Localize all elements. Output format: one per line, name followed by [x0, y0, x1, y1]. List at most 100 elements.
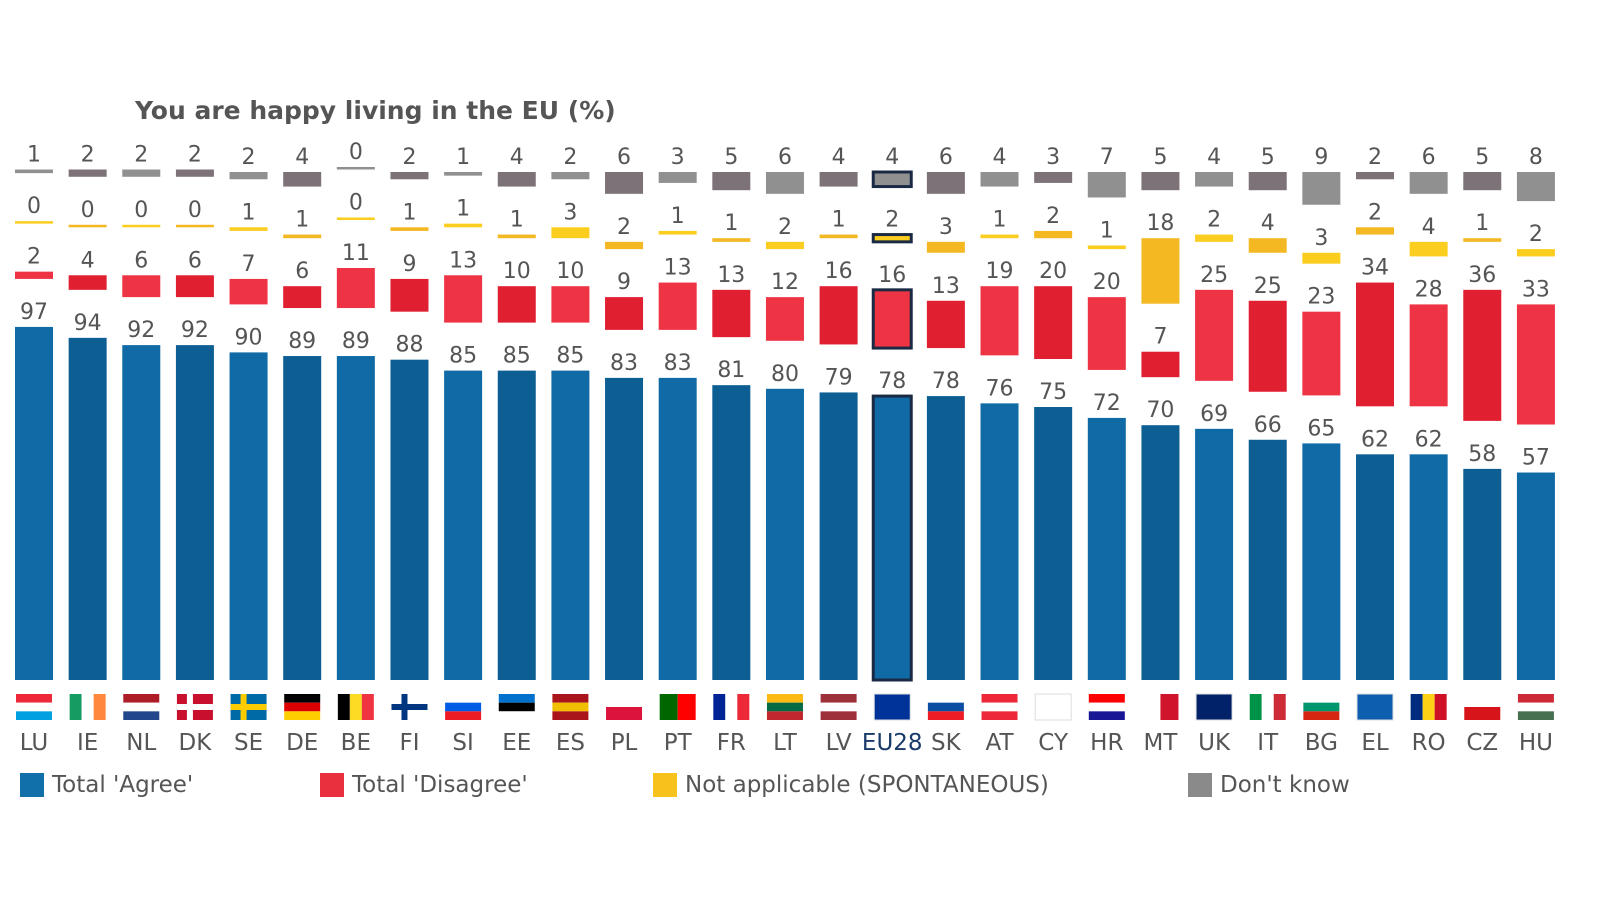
flag-icon-fr: [713, 694, 750, 720]
data-label: 33: [1522, 277, 1550, 302]
bar-disagree: [444, 275, 483, 323]
data-label: 5: [724, 145, 738, 170]
data-label: 5: [1261, 145, 1275, 170]
category-label: DE: [286, 730, 318, 756]
flag-icon-nl: [123, 694, 160, 720]
bar-dont-know: [497, 172, 536, 187]
legend-item-dont-know: Don't know: [1188, 772, 1350, 798]
data-label: 4: [510, 145, 524, 170]
data-label: 70: [1146, 398, 1174, 423]
bar-agree: [605, 377, 644, 680]
legend-label: Total 'Disagree': [352, 772, 528, 798]
data-label: 7: [242, 252, 256, 277]
bar-disagree: [980, 286, 1019, 356]
bar-disagree: [1356, 282, 1394, 407]
bar-not-applicable: [1516, 249, 1555, 257]
bar-agree: [1087, 417, 1126, 680]
flag-icon-pl: [606, 694, 643, 720]
flag-icon-el: [1356, 693, 1394, 721]
bar-agree: [1248, 439, 1287, 680]
bar-dont-know: [1141, 172, 1180, 191]
data-label: 76: [986, 376, 1014, 401]
data-label: 6: [134, 248, 148, 273]
bar-agree: [658, 377, 697, 680]
bar-disagree: [1034, 286, 1073, 359]
bar-not-applicable: [1302, 252, 1341, 264]
data-label: 13: [449, 248, 477, 273]
bar-not-applicable: [1248, 238, 1287, 253]
data-label: 1: [1475, 211, 1489, 236]
bar-disagree: [229, 278, 268, 305]
data-label: 2: [1368, 145, 1382, 170]
bar-not-applicable: [1141, 238, 1180, 304]
bar-dont-know: [1409, 172, 1448, 194]
category-label: LV: [826, 730, 852, 756]
legend-swatch: [20, 773, 44, 797]
flag-icon-mt: [1142, 694, 1179, 720]
data-label: 1: [402, 200, 416, 225]
data-label: 58: [1468, 442, 1496, 467]
category-label: IT: [1257, 730, 1279, 756]
data-label: 2: [1046, 204, 1060, 229]
bar-not-applicable: [444, 223, 483, 228]
bar-not-applicable: [1463, 238, 1502, 242]
data-label: 4: [993, 145, 1007, 170]
data-label: 1: [510, 208, 524, 233]
flag-icon-bg: [1303, 694, 1340, 720]
data-label: 2: [1368, 200, 1382, 225]
bar-not-applicable: [819, 234, 858, 239]
category-group-at: 76 19 1 4 AT: [980, 145, 1019, 756]
category-group-ee: 85 10 1 4 EE: [497, 145, 536, 756]
data-label: 5: [1475, 145, 1489, 170]
bar-agree: [1302, 443, 1341, 680]
data-label: 3: [939, 215, 953, 240]
data-label: 2: [188, 143, 202, 168]
data-label: 0: [134, 198, 148, 223]
category-group-dk: 92 6 0 2 DK: [175, 143, 214, 756]
data-label: 6: [188, 248, 202, 273]
category-label: SK: [931, 730, 962, 756]
bar-disagree: [1087, 297, 1126, 370]
data-label: 25: [1254, 274, 1282, 299]
data-label: 4: [885, 145, 899, 170]
data-label: 85: [503, 344, 531, 369]
data-label: 1: [671, 204, 685, 229]
bar-disagree: [1141, 351, 1180, 378]
category-label: FI: [399, 730, 419, 756]
bar-disagree: [712, 289, 751, 338]
legend-label: Don't know: [1220, 772, 1350, 798]
data-label: 6: [939, 145, 953, 170]
flag-icon-lt: [766, 694, 803, 720]
data-label: 13: [932, 274, 960, 299]
data-label: 2: [134, 143, 148, 168]
bar-agree: [1141, 425, 1180, 680]
category-group-it: 66 25 4 5 IT: [1248, 145, 1287, 756]
bar-disagree: [1463, 289, 1502, 421]
data-label: 16: [878, 263, 906, 288]
bar-dont-know: [444, 172, 483, 176]
data-label: 2: [1529, 222, 1543, 247]
bar-agree: [1195, 428, 1234, 680]
data-label: 92: [181, 318, 209, 343]
data-label: 72: [1093, 391, 1121, 416]
data-label: 3: [671, 145, 685, 170]
flag-icon-fi: [391, 694, 428, 720]
bar-dont-know: [1302, 172, 1341, 205]
category-label: SI: [452, 730, 473, 756]
data-label: 80: [771, 362, 799, 387]
data-label: 78: [878, 369, 906, 394]
flag-icon-at: [981, 694, 1018, 720]
data-label: 90: [235, 325, 263, 350]
bar-dont-know: [122, 169, 161, 177]
bar-not-applicable: [1195, 234, 1234, 242]
data-label: 20: [1039, 259, 1067, 284]
bar-disagree: [336, 268, 375, 309]
category-label: ES: [556, 730, 585, 756]
bar-agree: [229, 352, 268, 680]
bar-agree: [68, 337, 107, 680]
data-label: 0: [81, 198, 95, 223]
bar-dont-know: [68, 169, 107, 177]
data-label: 78: [932, 369, 960, 394]
